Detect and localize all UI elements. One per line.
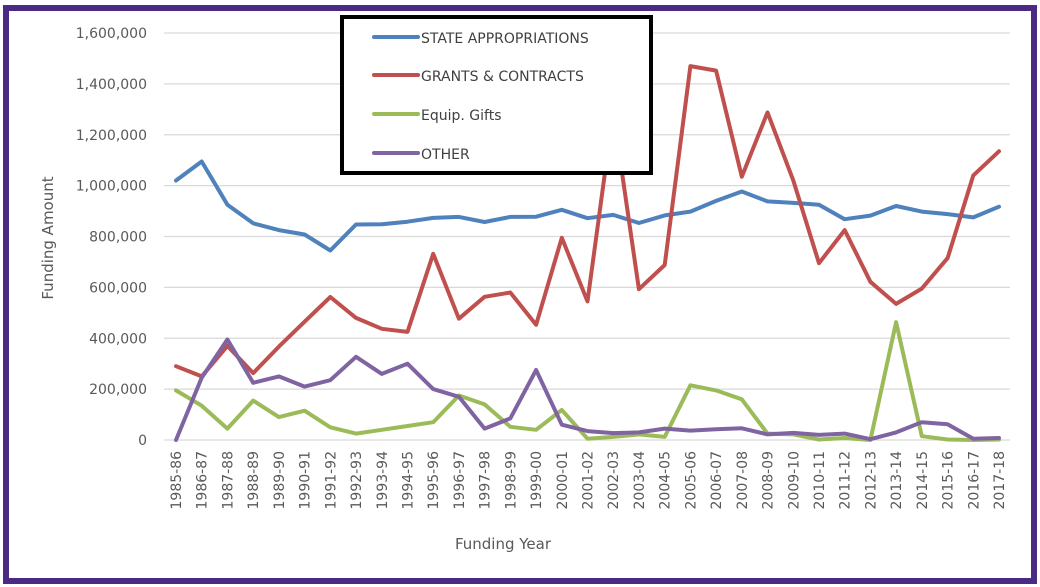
legend-item-equip-gifts: Equip. Gifts [372,108,502,124]
x-axis-title: Funding Year [455,535,552,553]
x-tick-label: 1988-89 [246,451,262,510]
x-tick-label: 2013-14 [889,451,905,510]
x-tick-label: 1996-97 [452,451,468,510]
x-tick-label: 1987-88 [220,451,236,510]
x-tick-label: 2000-01 [555,451,571,510]
y-axis-title: Funding Amount [39,176,57,299]
x-axis-ticks: 1985-86 1986-87 1987-88 1988-89 1989-90 1990-… [169,451,1008,510]
x-tick-label: 2017-18 [992,451,1008,510]
x-tick-label: 1995-96 [426,451,442,510]
legend-item-other: OTHER [372,147,470,163]
legend-label: Equip. Gifts [421,108,502,124]
x-tick-label: 1989-90 [272,451,288,510]
y-axis-ticks: 0 200,000 400,000 600,000 800,000 1,000,000 1,… [76,26,147,449]
x-tick-label: 2008-09 [761,451,777,510]
y-tick-label: 1,000,000 [76,179,147,195]
series-lines [174,64,1001,442]
legend-box [340,15,653,175]
y-tick-label: 200,000 [89,382,147,398]
legend-item-grants-contracts: GRANTS & CONTRACTS [372,69,584,85]
legend-label: STATE APPROPRIATIONS [421,31,589,47]
y-tick-label: 0 [138,433,147,449]
y-tick-label: 1,600,000 [76,26,147,42]
x-tick-label: 1997-98 [478,451,494,510]
legend-item-state-appropriations: STATE APPROPRIATIONS [372,31,589,47]
x-tick-label: 2010-11 [812,451,828,510]
y-tick-label: 800,000 [89,230,147,246]
x-tick-label: 1992-93 [349,451,365,510]
x-tick-label: 1986-87 [195,451,211,510]
x-tick-label: 2004-05 [658,451,674,510]
x-tick-label: 2007-08 [735,451,751,510]
x-tick-label: 2002-03 [606,451,622,510]
x-tick-label: 2009-10 [786,451,802,510]
x-tick-label: 2003-04 [632,451,648,510]
x-tick-label: 2005-06 [683,451,699,510]
x-tick-label: 1998-99 [503,451,519,510]
x-tick-label: 1999-00 [529,451,545,510]
series-line-equip-gifts [174,320,1001,442]
legend: STATE APPROPRIATIONS GRANTS & CONTRACTS Eq… [340,15,653,175]
x-tick-label: 2016-17 [966,451,982,510]
y-tick-label: 400,000 [89,331,147,347]
x-tick-label: 2014-15 [915,451,931,510]
x-tick-label: 2011-12 [838,451,854,510]
y-tick-label: 600,000 [89,280,147,296]
legend-label: OTHER [421,147,470,163]
x-tick-label: 1994-95 [400,451,416,510]
x-tick-label: 2001-02 [581,451,597,510]
x-tick-label: 1991-92 [323,451,339,510]
x-tick-label: 1985-86 [169,451,185,510]
y-tick-label: 1,200,000 [76,128,147,144]
x-tick-label: 2006-07 [709,451,725,510]
y-tick-label: 1,400,000 [76,77,147,93]
legend-label: GRANTS & CONTRACTS [421,69,584,85]
x-tick-label: 2015-16 [941,451,957,510]
x-tick-label: 1993-94 [375,451,391,510]
x-tick-label: 1990-91 [298,451,314,510]
x-tick-label: 2012-13 [863,451,879,510]
